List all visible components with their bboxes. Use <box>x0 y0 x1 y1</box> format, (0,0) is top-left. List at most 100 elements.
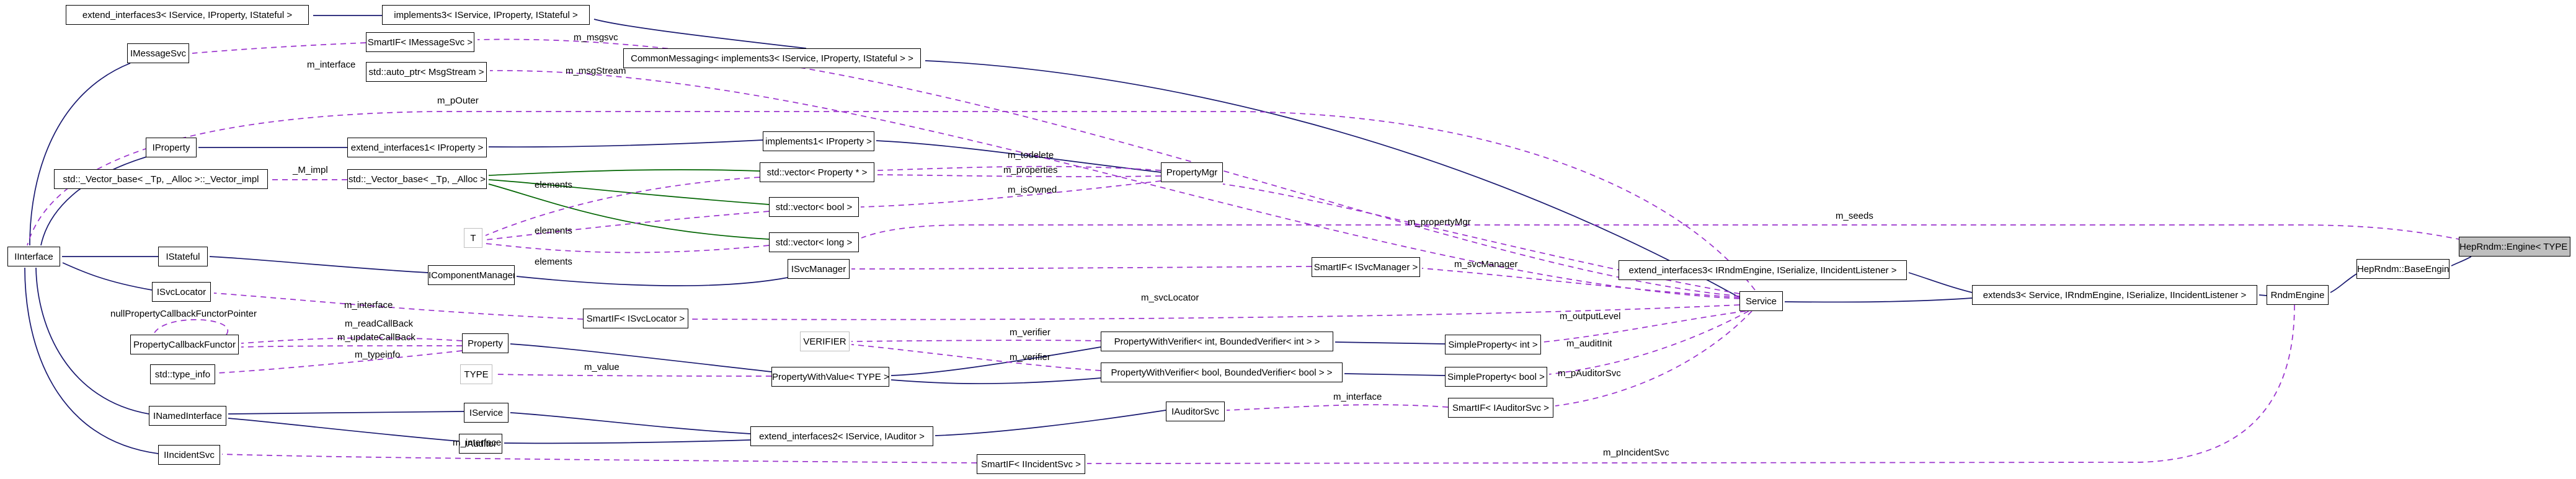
edge-label-elements-3: elements <box>535 257 572 267</box>
edge-propertymgr-m-todelete-to-vec-property <box>876 165 1161 171</box>
node-smartif-imessagesvc[interactable]: SmartIF< IMessageSvc > <box>366 32 474 52</box>
node-imessagesvc[interactable]: IMessageSvc <box>127 43 189 63</box>
edge-extends3-to-extend-interfaces3-irndm <box>1908 272 1973 293</box>
node-template-param-t: T <box>464 228 482 248</box>
edge-rndmengine-m-pincidentsvc-to-smartif-iincidentsvc <box>1086 304 2295 464</box>
edge-extends3-to-service <box>1784 297 1973 303</box>
edge-simpleproperty-bool-to-pwv-bool <box>1344 373 1446 376</box>
edge-propertymgr-m-isowned-to-vec-bool <box>860 180 1161 208</box>
edge-label-m-msgstream: m_msgStream <box>566 66 626 76</box>
edge-baseengine-to-rndmengine <box>2330 273 2357 293</box>
node-inamedinterface[interactable]: INamedInterface <box>149 406 226 426</box>
node-propertymgr[interactable]: PropertyMgr <box>1161 162 1223 182</box>
node-iservice[interactable]: IService <box>464 403 509 423</box>
edge-commonmessaging-to-implements3 <box>593 19 807 49</box>
node-propertywithvalue[interactable]: PropertyWithValue< TYPE > <box>771 367 889 387</box>
node-extend-interfaces3-irndmengine[interactable]: extend_interfaces3< IRndmEngine, ISerial… <box>1619 260 1907 280</box>
edge-vec-long-to-vector-base <box>488 183 770 240</box>
edge-vec-bool-to-vector-base <box>488 179 770 205</box>
node-service[interactable]: Service <box>1739 291 1783 311</box>
node-smartif-iincidentsvc[interactable]: SmartIF< IIncidentSvc > <box>977 454 1085 474</box>
node-extend-interfaces1-iproperty[interactable]: extend_interfaces1< IProperty > <box>347 138 487 157</box>
edge-label-m-outputlevel: m_outputLevel <box>1560 311 1621 322</box>
edge-propertywithvalue-m-value-to-type <box>494 374 772 377</box>
edge-isvcmanager-to-icomponentmanager <box>516 276 788 286</box>
node-simpleproperty-int[interactable]: SimpleProperty< int > <box>1445 335 1541 354</box>
edge-label-m-todelete: m_todelete <box>1008 150 1054 160</box>
node-smartif-isvclocator[interactable]: SmartIF< ISvcLocator > <box>583 309 688 328</box>
edge-icomponentmanager-to-istateful <box>209 256 429 273</box>
edge-label-m-typeinfo: m_typeinfo <box>355 349 401 360</box>
edge-iproperty-to-iinterface <box>40 156 149 246</box>
edge-label-m-msgsvc: m_msgsvc <box>574 32 618 43</box>
node-vector-property-ptr[interactable]: std::vector< Property * > <box>760 162 874 182</box>
node-implements3-service[interactable]: implements3< IService, IProperty, IState… <box>382 5 590 25</box>
node-smartif-isvcmanager[interactable]: SmartIF< ISvcManager > <box>1312 257 1420 277</box>
node-vector-long[interactable]: std::vector< long > <box>769 232 859 252</box>
node-istateful[interactable]: IStateful <box>158 247 208 266</box>
edge-label-m-verifier-1: m_verifier <box>1010 327 1050 338</box>
node-isvclocator[interactable]: ISvcLocator <box>152 282 211 302</box>
edge-service-to-commonmessaging <box>925 60 1740 298</box>
edge-label-m-pincidentsvc: m_pIncidentSvc <box>1603 447 1669 458</box>
edge-extend-interfaces2-to-iauditor <box>504 439 751 444</box>
edge-label-m-svclocator: m_svcLocator <box>1141 292 1199 303</box>
node-vector-bool[interactable]: std::vector< bool > <box>769 197 859 217</box>
node-commonmessaging[interactable]: CommonMessaging< implements3< IService, … <box>623 48 921 68</box>
edge-property-m-readcallback-to-pcf <box>241 337 463 344</box>
node-propertywithverifier-bool[interactable]: PropertyWithVerifier< bool, BoundedVerif… <box>1101 363 1343 382</box>
node-simpleproperty-bool[interactable]: SimpleProperty< bool > <box>1445 367 1547 387</box>
edge-label-m-value: m_value <box>584 362 620 372</box>
edge-inamedinterface-to-iinterface <box>35 267 149 415</box>
edge-label-m-pouter: m_pOuter <box>437 95 479 106</box>
edge-service-to-smartif-isvclocator <box>690 304 1740 320</box>
edge-isvclocator-to-iinterface <box>62 262 153 291</box>
node-extend-interfaces2[interactable]: extend_interfaces2< IService, IAuditor > <box>750 426 933 446</box>
node-vector-base-vector-impl[interactable]: std::_Vector_base< _Tp, _Alloc >::_Vecto… <box>54 169 268 189</box>
node-rndmengine[interactable]: RndmEngine <box>2267 285 2329 305</box>
node-icomponentmanager[interactable]: IComponentManager <box>428 265 515 285</box>
node-isvcmanager[interactable]: ISvcManager <box>788 259 850 279</box>
edge-pwv-int-to-propertywithvalue <box>890 346 1101 376</box>
edge-service-m-pauditorsvc-to-smartif-iauditorsvc <box>1555 310 1752 406</box>
node-extends3-service[interactable]: extends3< Service, IRndmEngine, ISeriali… <box>1972 285 2257 305</box>
edge-vec-property-to-vector-base <box>488 169 760 176</box>
node-propertycallbackfunctor[interactable]: PropertyCallbackFunctor <box>130 335 239 354</box>
node-implements1-iproperty[interactable]: implements1< IProperty > <box>763 131 874 151</box>
edge-label-elements-1: elements <box>535 180 572 190</box>
node-std-type-info[interactable]: std::type_info <box>150 364 215 384</box>
edge-vec-property-elements-to-t <box>485 177 760 236</box>
node-iinterface[interactable]: IInterface <box>7 247 60 266</box>
node-iauditorsvc[interactable]: IAuditorSvc <box>1166 402 1225 421</box>
node-iincidentsvc[interactable]: IIncidentSvc <box>158 445 220 465</box>
edge-pwv-bool-m-verifier-to-verifier <box>851 344 1101 371</box>
node-heprndm-engine-highlighted: HepRndm::Engine< TYPE > <box>2459 237 2570 257</box>
edge-rndmengine-to-extends3 <box>2258 294 2267 296</box>
node-propertywithverifier-int[interactable]: PropertyWithVerifier< int, BoundedVerifi… <box>1101 332 1333 351</box>
node-autoptr-msgstream[interactable]: std::auto_ptr< MsgStream > <box>366 62 487 82</box>
edge-label-m-auditinit: m_auditInit <box>1566 338 1612 349</box>
node-iproperty[interactable]: IProperty <box>146 138 197 157</box>
node-property[interactable]: Property <box>462 333 509 353</box>
edge-service-m-auditinit-to-simpleproperty-bool <box>1548 310 1749 375</box>
edge-pwv-int-m-verifier-to-verifier <box>851 340 1101 342</box>
node-iauditor[interactable]: IAuditor <box>459 434 502 454</box>
node-smartif-iauditorsvc[interactable]: SmartIF< IAuditorSvc > <box>1448 398 1553 418</box>
edge-label-m-readcallback: m_readCallBack <box>345 319 414 329</box>
edge-label-m-interface-auditorsvc: m_interface <box>1333 392 1382 402</box>
edge-smartif-iincidentsvc-to-iincidentsvc <box>221 454 977 464</box>
edge-label-m-verifier-2: m_verifier <box>1010 352 1050 363</box>
edge-label-m-seeds: m_seeds <box>1836 211 1873 221</box>
node-heprndm-baseengine[interactable]: HepRndm::BaseEngine <box>2356 259 2449 279</box>
edge-propertymgr-m-properties-to-vec-property <box>876 174 1161 177</box>
edge-imessagesvc-to-iinterface <box>29 63 131 246</box>
node-vector-base[interactable]: std::_Vector_base< _Tp, _Alloc > <box>347 169 487 189</box>
edge-hepengine-m-seeds-to-vec-long <box>861 224 2472 242</box>
edge-extend-interfaces2-to-iservice <box>510 412 751 434</box>
edge-iservice-to-inamedinterface <box>228 411 464 415</box>
edge-smartif-imessagesvc-to-imessagesvc <box>192 42 366 54</box>
node-extend-interfaces3-service[interactable]: extend_interfaces3< IService, IProperty,… <box>66 5 309 25</box>
edge-label-m-properties: m_properties <box>1003 165 1058 175</box>
node-template-param-verifier: VERIFIER <box>800 332 850 351</box>
